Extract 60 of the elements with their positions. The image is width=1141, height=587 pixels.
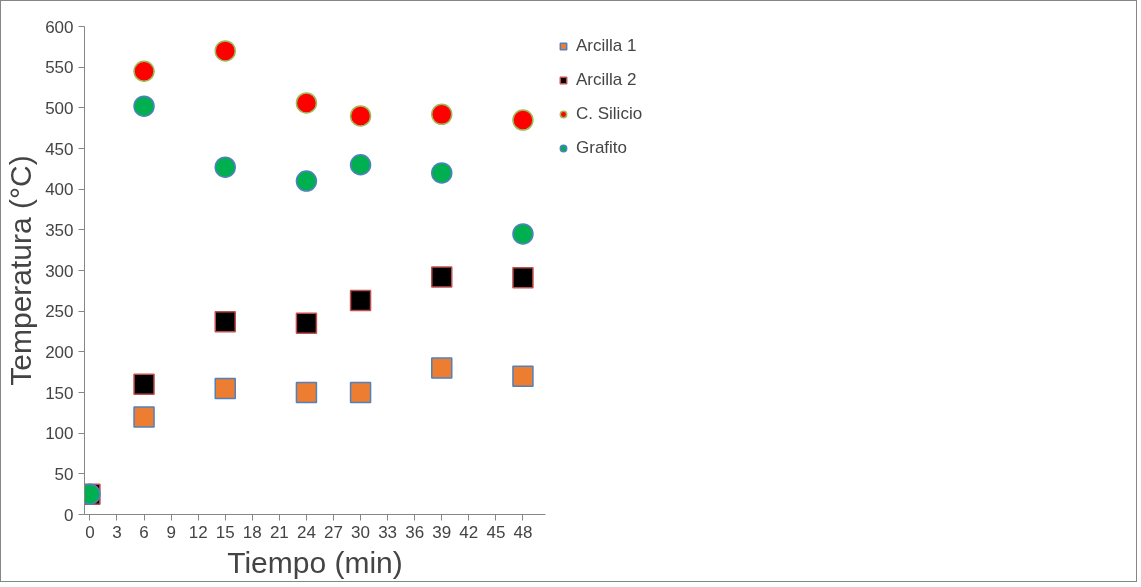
x-tick-label: 45 <box>486 522 506 542</box>
y-tick-label: 250 <box>45 302 74 322</box>
point <box>295 170 318 192</box>
x-axis-title: Tiempo (min) <box>227 545 403 579</box>
x-tick-label: 42 <box>459 522 479 542</box>
legend-label: Grafito <box>576 138 628 158</box>
point <box>133 373 155 396</box>
point <box>214 310 236 333</box>
point <box>349 105 372 127</box>
point <box>295 92 318 114</box>
x-tick-label: 18 <box>242 522 262 542</box>
point <box>349 154 372 176</box>
legend-label: C. Silicio <box>576 104 643 124</box>
point <box>349 289 372 312</box>
point <box>431 357 453 379</box>
x-tick-label: 3 <box>112 522 122 542</box>
point <box>431 162 453 184</box>
point <box>214 40 236 62</box>
x-tick-label: 30 <box>351 522 371 542</box>
x-tick-label: 24 <box>296 522 316 542</box>
y-tick-label: 200 <box>45 342 74 362</box>
x-tick-label: 27 <box>324 522 343 542</box>
x-tick-label: 48 <box>513 522 533 542</box>
x-tick-label: 21 <box>269 522 289 542</box>
x-tick-label: 36 <box>405 522 425 542</box>
y-tick-label: 600 <box>45 17 74 37</box>
point <box>512 365 534 387</box>
point <box>431 103 453 126</box>
point <box>512 223 534 245</box>
y-tick-label: 500 <box>45 98 74 118</box>
y-tick-label: 300 <box>45 261 74 281</box>
x-tick-label: 39 <box>432 522 452 542</box>
x-tick-label: 6 <box>139 522 149 542</box>
point <box>349 381 372 404</box>
x-tick-label: 9 <box>166 522 176 542</box>
point <box>133 60 155 82</box>
point <box>431 266 453 288</box>
legend-label: Arcilla 2 <box>576 70 637 90</box>
point <box>295 381 318 404</box>
point <box>214 377 236 400</box>
point <box>295 312 318 335</box>
x-tick-label: 33 <box>378 522 398 542</box>
y-tick-label: 450 <box>45 139 74 159</box>
x-tick-label: 0 <box>85 522 95 542</box>
point <box>133 406 155 428</box>
y-tick-label: 400 <box>45 180 74 200</box>
x-tick-label: 12 <box>188 522 208 542</box>
y-tick-label: 100 <box>45 424 74 444</box>
point <box>512 267 534 289</box>
y-tick-label: 550 <box>45 58 74 78</box>
x-tick-label: 15 <box>215 522 235 542</box>
y-tick-label: 0 <box>64 505 74 525</box>
y-tick-label: 350 <box>45 220 74 240</box>
point <box>512 109 534 131</box>
legend-label: Arcilla 1 <box>576 36 637 56</box>
y-tick-label: 50 <box>54 464 74 484</box>
y-axis-title: Temperatura (°C) <box>4 155 38 386</box>
point <box>214 156 236 178</box>
y-tick-label: 150 <box>45 383 74 403</box>
point <box>133 95 155 117</box>
